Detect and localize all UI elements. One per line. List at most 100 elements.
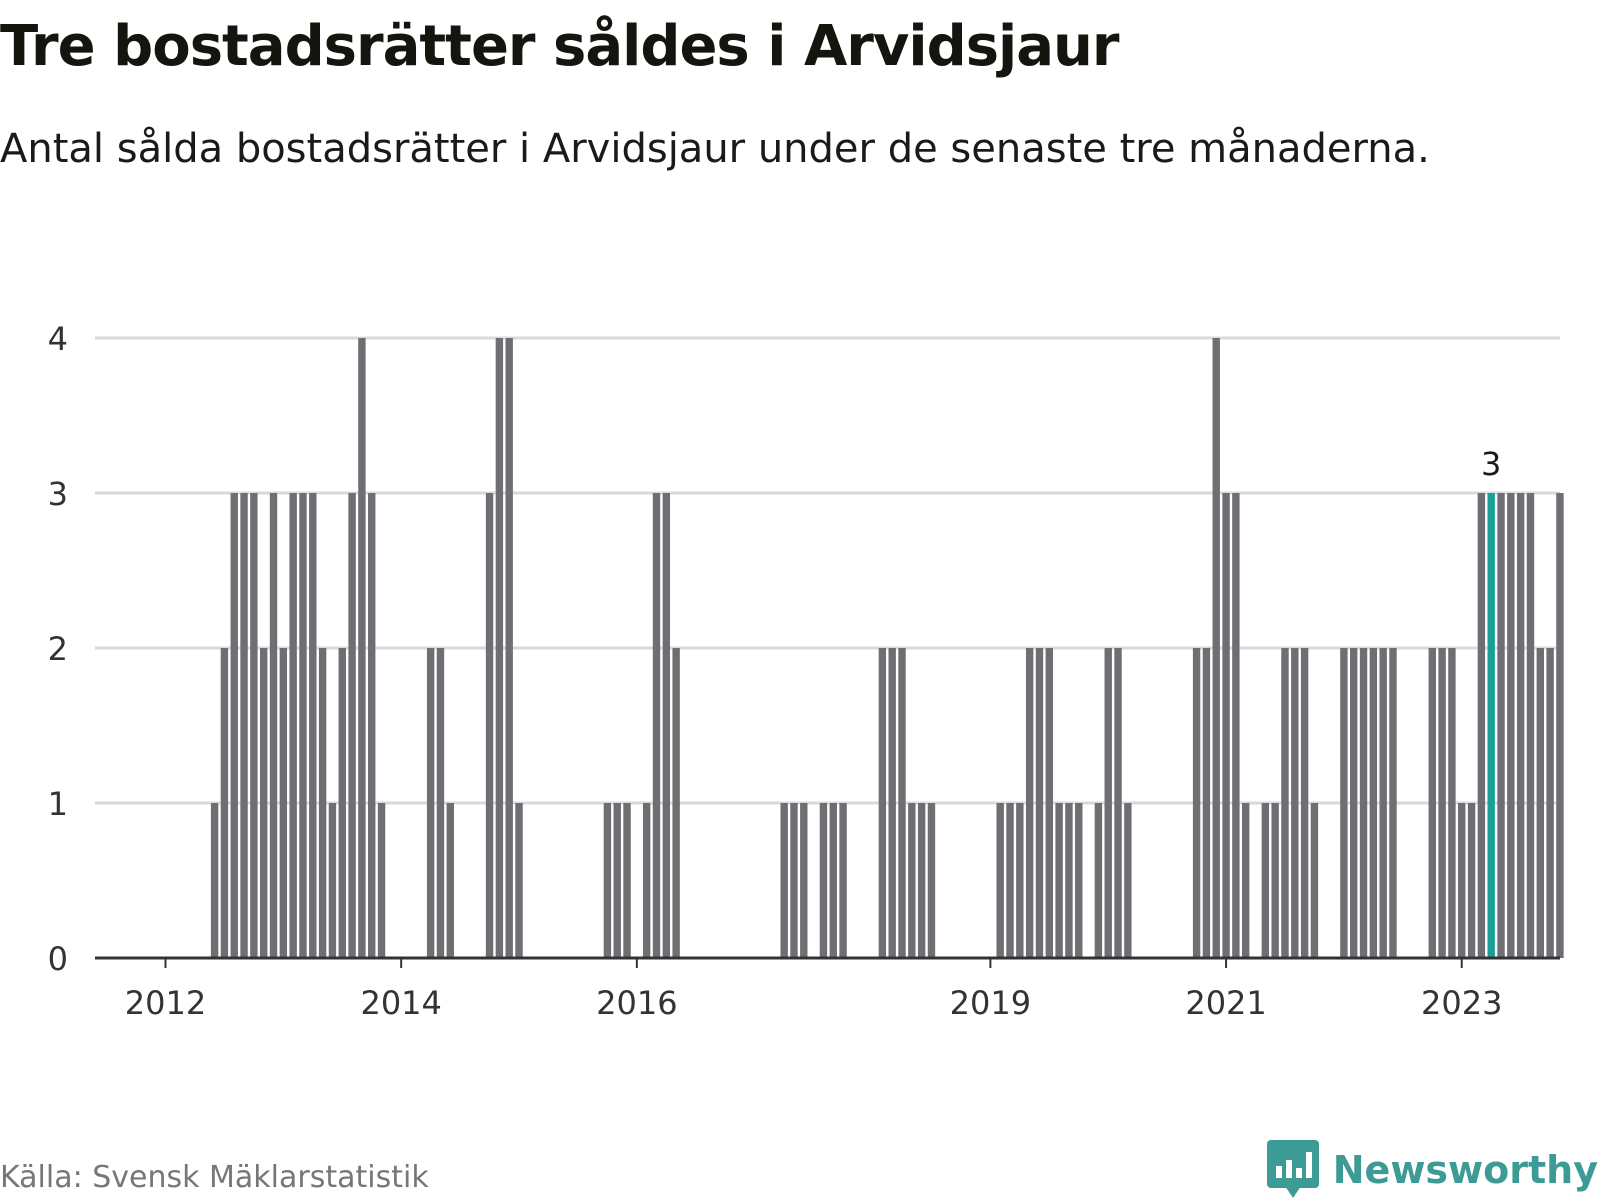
bar	[250, 493, 258, 958]
bar	[485, 493, 494, 958]
y-tick-label: 3	[48, 475, 68, 513]
x-tick-label: 2021	[1185, 984, 1266, 1022]
bar	[358, 338, 366, 958]
bar	[1526, 493, 1535, 958]
chart-title: Tre bostadsrätter såldes i Arvidsjaur	[0, 14, 1119, 79]
bar	[1065, 803, 1073, 958]
bar	[1114, 648, 1122, 958]
bar	[1350, 648, 1358, 958]
bar	[1025, 648, 1034, 958]
bar	[1104, 648, 1112, 958]
bar	[927, 803, 936, 958]
bar	[318, 648, 327, 958]
chart-subtitle: Antal sålda bostadsrätter i Arvidsjaur u…	[0, 126, 1430, 172]
bar	[299, 493, 307, 958]
bar	[652, 493, 661, 958]
bar	[368, 493, 376, 958]
bar	[1448, 648, 1456, 958]
bar	[1507, 493, 1515, 958]
bar	[1340, 648, 1348, 958]
bar	[642, 803, 651, 958]
bar	[289, 493, 297, 958]
y-tick-label: 2	[48, 630, 68, 668]
bar	[1192, 648, 1201, 958]
bar	[338, 648, 346, 958]
x-tick-label: 2023	[1421, 984, 1502, 1022]
bar	[908, 803, 916, 958]
bar	[603, 803, 612, 958]
bar	[1556, 493, 1564, 958]
bar	[1477, 493, 1486, 958]
bar	[1016, 803, 1024, 958]
bar	[839, 803, 847, 958]
bar	[1261, 803, 1270, 958]
bar	[220, 648, 229, 958]
bar	[672, 648, 680, 958]
bar	[1516, 493, 1525, 958]
bar	[1310, 803, 1319, 958]
newsworthy-logo-icon	[1266, 1140, 1319, 1198]
bar	[1035, 648, 1044, 958]
bar	[1369, 648, 1378, 958]
x-tick-label: 2019	[950, 984, 1031, 1022]
bar	[1497, 493, 1505, 958]
bar	[1045, 648, 1053, 958]
bar	[1075, 803, 1083, 958]
bar	[1379, 648, 1387, 958]
bar-chart: 0 1 2 3 4 2012 2 0 1 4 2016 2019 2021 2023 3	[48, 320, 1564, 1022]
bar	[1300, 648, 1309, 958]
y-tick-label: 0	[48, 940, 68, 978]
bar	[377, 803, 386, 958]
bar	[888, 648, 896, 958]
bar	[1202, 648, 1211, 958]
y-tick-label: 4	[48, 320, 68, 358]
bar	[260, 648, 268, 958]
bar	[1359, 648, 1368, 958]
bar	[1055, 803, 1063, 958]
bar	[898, 648, 906, 958]
brand-name: Newsworthy	[1332, 1148, 1598, 1192]
y-tick-label: 1	[48, 785, 68, 823]
bar	[1546, 648, 1554, 958]
bar	[495, 338, 504, 958]
bar	[1389, 648, 1397, 958]
x-tick-label: 2012	[125, 984, 206, 1022]
bar	[1232, 493, 1240, 958]
x-tick-label: 2016	[596, 984, 677, 1022]
brand-logo: Newsworthy	[1266, 1140, 1598, 1200]
bar	[436, 648, 445, 958]
bar	[1124, 803, 1132, 958]
bar	[515, 803, 523, 958]
bar	[1242, 803, 1250, 958]
bar	[1281, 648, 1289, 958]
bar-highlight	[1487, 493, 1495, 958]
bar	[1438, 648, 1446, 958]
bar	[1458, 803, 1466, 958]
bar	[1006, 803, 1014, 958]
bar	[1428, 648, 1436, 958]
bar	[829, 803, 837, 958]
bar	[917, 803, 926, 958]
annotations: 3	[1481, 445, 1501, 483]
bar	[505, 338, 513, 958]
bar	[1291, 648, 1299, 958]
bar	[1536, 648, 1544, 958]
bar	[613, 803, 621, 958]
x-axis: 2012 2014 2016 2019 2021 2023	[95, 956, 1560, 1022]
bar	[662, 493, 671, 958]
bar	[328, 803, 337, 958]
highlight-value-label: 3	[1481, 445, 1501, 483]
bar	[819, 803, 828, 958]
bar	[210, 803, 219, 958]
bar	[309, 493, 317, 958]
bar	[878, 648, 887, 958]
bar	[269, 493, 278, 958]
bar	[348, 493, 356, 958]
bar	[1271, 803, 1279, 958]
bar	[790, 803, 798, 958]
bars	[210, 338, 1564, 958]
bar	[996, 803, 1004, 958]
y-axis-labels: 0 1 2 3 4	[48, 320, 68, 978]
bar	[780, 803, 788, 958]
source-note: Källa: Svensk Mäklarstatistik	[0, 1160, 429, 1195]
